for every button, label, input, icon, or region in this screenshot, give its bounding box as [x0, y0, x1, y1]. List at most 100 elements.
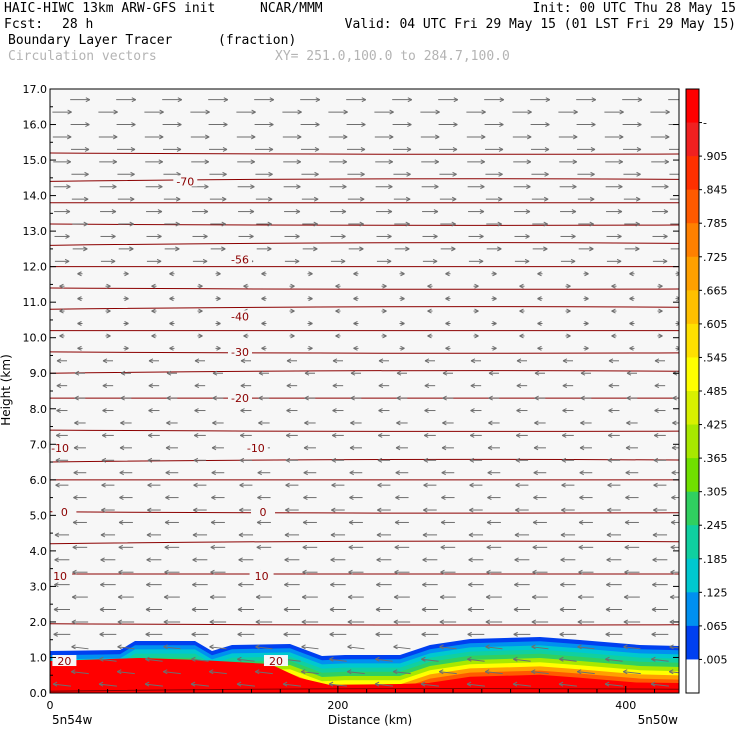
- vector-arrowhead: [514, 582, 519, 588]
- vector-arrowhead: [106, 308, 111, 314]
- vector-arrowhead: [424, 408, 429, 413]
- contour-label: 20: [269, 655, 283, 668]
- vector-arrowhead: [239, 482, 244, 488]
- vector-arrowhead: [302, 544, 308, 550]
- contour-line: [50, 458, 679, 463]
- vector-arrowhead: [681, 247, 685, 251]
- vector-arrowhead: [484, 669, 490, 675]
- vector-arrowhead: [250, 134, 256, 140]
- vector-arrowhead: [626, 370, 632, 376]
- y-tick-label: 12.0: [23, 261, 48, 274]
- vector-arrowhead: [572, 134, 578, 140]
- vector-arrowhead: [611, 283, 616, 289]
- vector-arrowhead: [221, 246, 226, 252]
- vector-arrowhead: [382, 283, 387, 289]
- vector-arrowhead: [308, 296, 313, 302]
- vector-arrowhead: [562, 383, 568, 389]
- vector-arrowhead: [624, 544, 630, 550]
- vector-arrowhead: [566, 283, 571, 289]
- vector-arrowhead: [301, 594, 307, 600]
- vector-arrowhead: [662, 258, 668, 264]
- vector-arrowhead: [240, 358, 246, 364]
- vector-arrowhead: [561, 432, 567, 438]
- vector-arrowhead: [53, 631, 58, 637]
- vector-arrow: [329, 683, 347, 687]
- colorbar-label: .845: [703, 184, 728, 197]
- vector-arrowhead: [144, 681, 150, 687]
- vector-arrow: [651, 683, 669, 687]
- vector-arrowhead: [405, 196, 411, 202]
- vector-arrowhead: [405, 221, 410, 227]
- vector-arrowhead: [349, 495, 354, 501]
- vector-arrowhead: [238, 532, 244, 538]
- vector-arrowhead: [400, 345, 405, 351]
- vector-arrowhead: [654, 408, 659, 413]
- colorbar-label: .125: [703, 586, 728, 599]
- y-tick-label: 6.0: [30, 474, 48, 487]
- vector-arrowhead: [290, 308, 295, 314]
- vector-arrowhead: [394, 544, 400, 550]
- vector-arrowhead: [221, 196, 227, 202]
- vector-arrowhead: [604, 681, 610, 687]
- vector-arrowhead: [212, 395, 217, 401]
- vector-arrowhead: [393, 594, 399, 600]
- vector-arrowhead: [331, 432, 337, 438]
- colorbar-label: .905: [703, 150, 728, 163]
- vector-arrowhead: [240, 383, 246, 389]
- contour-line: [50, 370, 679, 374]
- vector-arrow: [301, 646, 319, 650]
- vector-arrowhead: [303, 470, 308, 476]
- vector-arrowhead: [239, 507, 244, 513]
- vector-arrowhead: [194, 383, 200, 389]
- vector-arrowhead: [497, 196, 503, 202]
- vector-arrowhead: [519, 283, 524, 289]
- vector-arrowhead: [361, 97, 367, 103]
- vector-arrowhead: [560, 557, 565, 563]
- vector-arrowhead: [157, 209, 163, 215]
- vector-arrowhead: [439, 594, 445, 600]
- vector-arrowhead: [669, 594, 675, 600]
- contour-line: [50, 152, 679, 155]
- vector-arrowhead: [537, 271, 542, 277]
- vector-arrowhead: [451, 196, 457, 202]
- vector-arrowhead: [203, 233, 208, 239]
- vector-arrowhead: [211, 470, 216, 476]
- vector-arrowhead: [99, 607, 105, 612]
- vector-arrowhead: [392, 669, 398, 675]
- vector-arrowhead: [165, 445, 171, 451]
- vector-arrow: [329, 658, 347, 662]
- vector-arrowhead: [579, 445, 585, 451]
- vector-arrowhead: [73, 470, 78, 476]
- vector-arrowhead: [341, 233, 346, 239]
- vector-arrowhead: [497, 246, 502, 252]
- vector-arrowhead: [492, 345, 497, 351]
- vector-arrowhead: [208, 669, 214, 675]
- vector-arrowhead: [331, 457, 337, 463]
- vector-arrowhead: [378, 358, 384, 364]
- vector-arrowhead: [313, 196, 319, 202]
- vector-arrowhead: [73, 495, 78, 501]
- vector-arrowhead: [654, 383, 660, 389]
- vector-arrowhead: [111, 233, 116, 239]
- colorbar-label: .365: [703, 452, 728, 465]
- vector-arrowhead: [423, 482, 428, 488]
- vector-arrowhead: [394, 520, 400, 525]
- vector-arrowhead: [440, 520, 446, 525]
- vector-arrowhead: [204, 184, 209, 190]
- vector-arrow: [531, 671, 549, 675]
- vector-arrowhead: [151, 308, 156, 314]
- vector-arrowhead: [377, 507, 382, 513]
- vector-arrowhead: [650, 681, 656, 687]
- vector-arrowhead: [629, 296, 634, 302]
- field-name: Boundary Layer Tracer: [8, 33, 173, 48]
- vector-arrowhead: [485, 644, 490, 650]
- vector-arrowhead: [671, 470, 676, 476]
- vector-arrowhead: [653, 457, 659, 463]
- vector-arrowhead: [526, 134, 532, 140]
- vector-arrowhead: [198, 333, 203, 339]
- vector-arrowhead: [516, 358, 522, 364]
- vector-arrowhead: [261, 296, 266, 302]
- vector-arrowhead: [192, 532, 198, 538]
- vector-arrowhead: [119, 445, 125, 451]
- vector-arrowhead: [163, 594, 169, 600]
